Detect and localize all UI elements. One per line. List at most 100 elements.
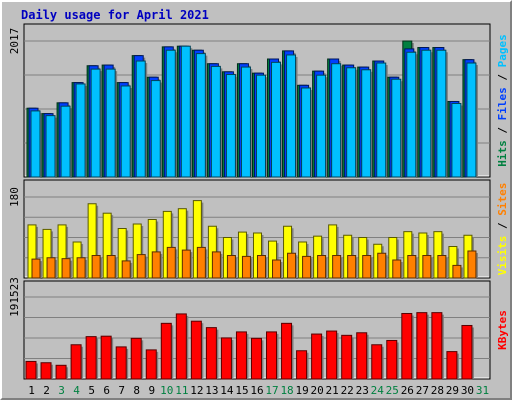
- mid-ymax-label: 180: [8, 187, 21, 207]
- top-legend-part: /: [496, 67, 509, 87]
- top-bar-pages-25: [391, 78, 402, 178]
- bot-bar-kbytes-22: [341, 334, 353, 380]
- top-bar-pages-28: [436, 49, 447, 178]
- bot-bar-kbytes-28: [431, 312, 443, 380]
- mid-bar-sites-28: [437, 255, 447, 279]
- x-tick-label-21: 21: [326, 384, 339, 397]
- x-tick-label-26: 26: [401, 384, 414, 397]
- mid-bar-sites-25: [392, 259, 402, 279]
- x-tick-label-2: 2: [43, 384, 50, 397]
- mid-legend-part: Sites: [496, 183, 509, 216]
- top-bar-pages-29: [451, 103, 462, 178]
- bot-bar-kbytes-20: [311, 333, 323, 380]
- x-tick-label-14: 14: [220, 384, 234, 397]
- bot-bar-kbytes-6: [100, 335, 112, 380]
- bot-bar-kbytes-25: [386, 339, 398, 380]
- top-bar-pages-14: [225, 74, 236, 178]
- mid-bar-sites-15: [241, 255, 251, 279]
- top-bar-pages-4: [75, 83, 86, 178]
- mid-bar-sites-13: [211, 251, 221, 279]
- mid-bar-sites-20: [317, 255, 327, 279]
- bot-bar-kbytes-9: [145, 349, 157, 380]
- bot-bar-kbytes-15: [235, 331, 247, 380]
- x-tick-label-30: 30: [461, 384, 474, 397]
- top-bar-pages-7: [120, 85, 131, 178]
- mid-legend-part: Visits: [496, 236, 509, 276]
- top-bar-pages-8: [135, 60, 146, 178]
- bot-bar-kbytes-1: [25, 360, 37, 380]
- mid-legend-part: /: [496, 216, 509, 236]
- bot-ymax-label: 191523: [8, 277, 21, 317]
- x-tick-label-15: 15: [235, 384, 248, 397]
- chart-title: Daily usage for April 2021: [21, 8, 209, 22]
- x-tick-label-9: 9: [148, 384, 155, 397]
- top-bar-pages-13: [210, 65, 221, 178]
- bot-bar-kbytes-4: [70, 344, 82, 380]
- mid-bar-sites-21: [332, 255, 342, 279]
- bot-bar-kbytes-19: [296, 350, 308, 380]
- mid-bar-sites-7: [121, 260, 131, 279]
- mid-bar-sites-24: [377, 252, 387, 279]
- bot-bar-kbytes-18: [281, 322, 293, 380]
- top-bar-pages-10: [165, 49, 176, 178]
- top-bar-pages-1: [30, 110, 41, 178]
- mid-bar-sites-16: [256, 255, 266, 279]
- bot-bar-kbytes-29: [446, 351, 458, 380]
- x-tick-label-27: 27: [416, 384, 429, 397]
- x-tick-label-10: 10: [160, 384, 173, 397]
- mid-bar-sites-12: [196, 246, 206, 279]
- top-legend-part: Hits: [496, 140, 509, 167]
- top-bar-pages-11: [180, 45, 191, 178]
- mid-bar-sites-1: [31, 258, 41, 279]
- bot-bar-kbytes-2: [40, 362, 52, 380]
- mid-bar-sites-8: [136, 254, 146, 279]
- bot-bar-kbytes-8: [130, 337, 142, 380]
- bot-bar-kbytes-3: [55, 364, 67, 380]
- mid-bar-sites-11: [181, 249, 191, 279]
- bot-bar-kbytes-11: [175, 313, 187, 380]
- top-bar-pages-15: [240, 66, 251, 178]
- x-tick-label-5: 5: [88, 384, 95, 397]
- x-tick-label-13: 13: [205, 384, 218, 397]
- x-tick-label-17: 17: [265, 384, 278, 397]
- top-bar-pages-9: [150, 80, 161, 178]
- top-legend: Hits / Files / Pages: [496, 34, 509, 167]
- top-bar-pages-21: [331, 63, 342, 178]
- top-ymax-label: 2017: [8, 28, 21, 55]
- mid-bar-sites-17: [272, 259, 282, 279]
- x-tick-label-7: 7: [118, 384, 125, 397]
- x-tick-label-8: 8: [133, 384, 140, 397]
- top-legend-part: /: [496, 120, 509, 140]
- x-tick-label-22: 22: [341, 384, 354, 397]
- bot-legend: KBytes: [496, 310, 509, 350]
- bot-bar-kbytes-12: [190, 320, 202, 380]
- bot-bar-kbytes-17: [266, 331, 278, 380]
- bot-bar-kbytes-24: [371, 344, 383, 380]
- mid-bar-sites-3: [61, 258, 71, 279]
- bot-bar-kbytes-21: [326, 330, 338, 380]
- bot-bar-kbytes-16: [250, 337, 262, 380]
- mid-bar-sites-19: [302, 255, 312, 279]
- x-tick-label-28: 28: [431, 384, 444, 397]
- bot-bar-kbytes-26: [401, 312, 413, 380]
- x-tick-label-31: 31: [476, 384, 489, 397]
- bot-bar-kbytes-27: [416, 312, 428, 380]
- bot-bar-kbytes-14: [220, 337, 232, 380]
- bot-bar-kbytes-5: [85, 336, 97, 380]
- top-bar-pages-22: [346, 67, 357, 178]
- top-bar-pages-3: [60, 105, 71, 178]
- mid-bar-sites-9: [151, 251, 161, 279]
- top-bar-pages-16: [255, 74, 266, 178]
- x-tick-label-1: 1: [28, 384, 35, 397]
- top-bar-pages-23: [361, 69, 372, 178]
- x-tick-label-20: 20: [311, 384, 324, 397]
- x-tick-label-11: 11: [175, 384, 188, 397]
- top-bar-pages-24: [376, 62, 387, 178]
- top-bar-pages-17: [271, 61, 282, 178]
- top-bar-pages-27: [421, 49, 432, 178]
- mid-bar-sites-26: [407, 255, 417, 279]
- mid-bar-sites-18: [287, 252, 297, 279]
- bot-bar-kbytes-7: [115, 346, 127, 380]
- mid-bar-sites-5: [91, 255, 101, 279]
